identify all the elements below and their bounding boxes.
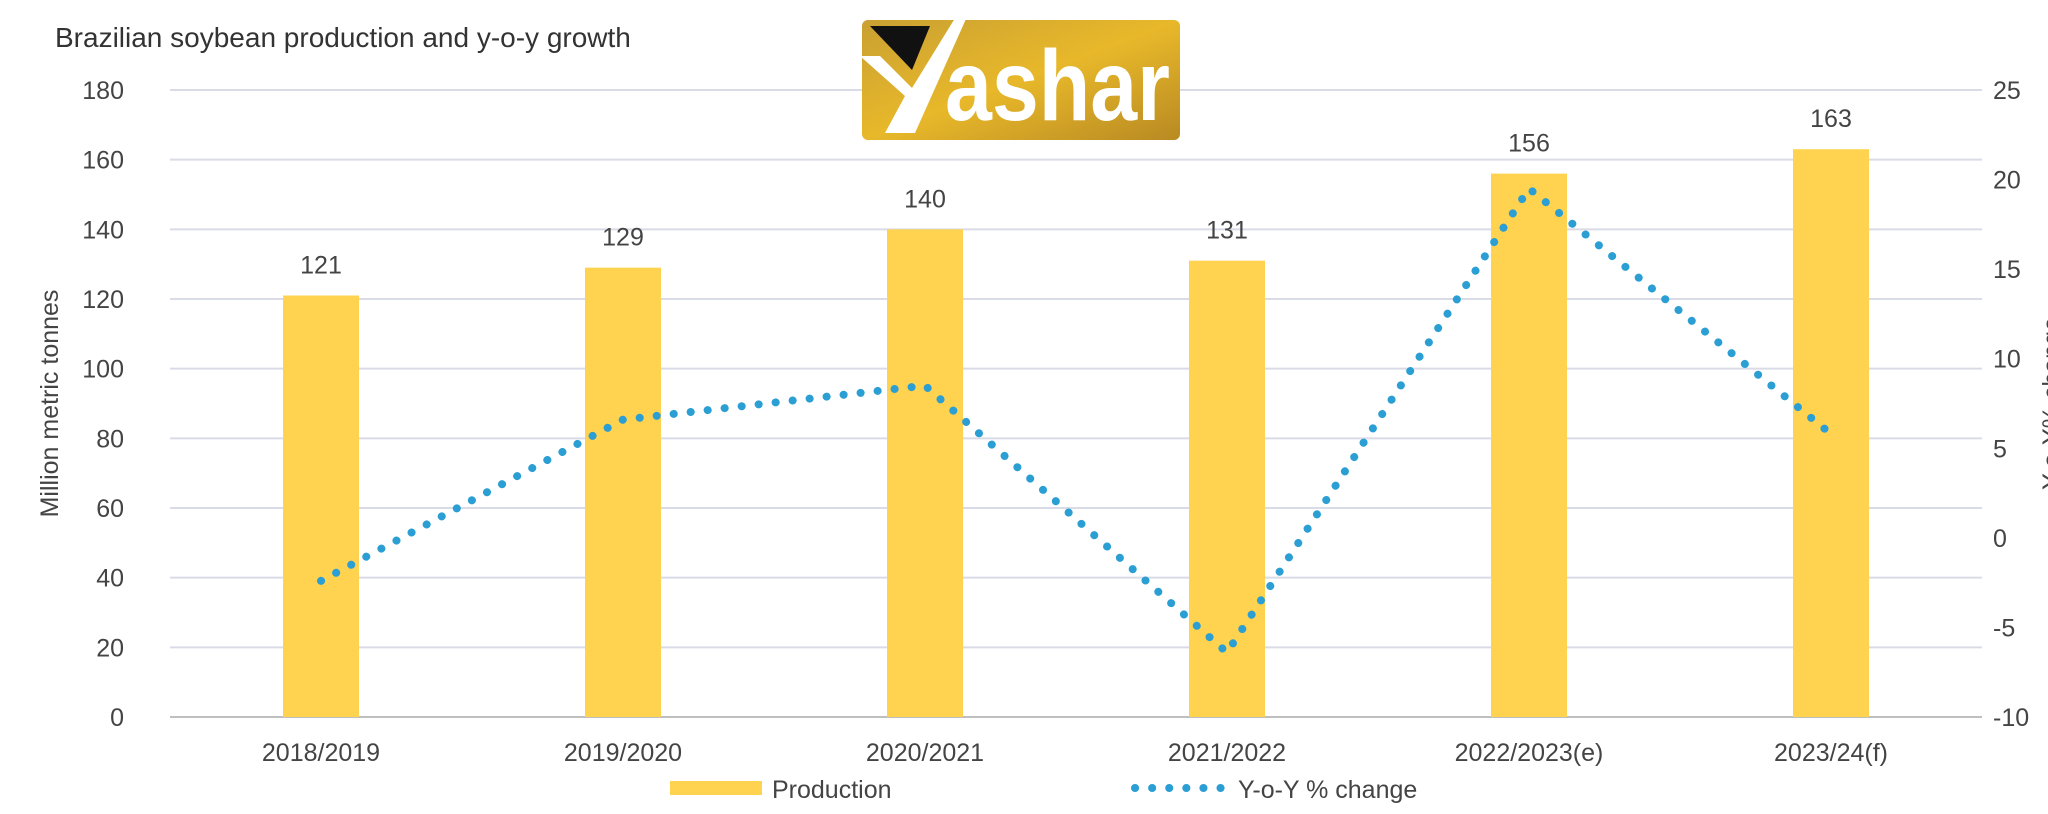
x-tick-label: 2022/2023(e) <box>1455 739 1604 767</box>
bar-data-label: 131 <box>1206 217 1248 245</box>
y-right-tick-label: -10 <box>1993 704 2029 732</box>
yoy-line <box>317 182 1835 659</box>
y-tick-label: 160 <box>82 147 124 175</box>
y-right-tick-label: 20 <box>1993 167 2021 195</box>
bar <box>1189 260 1265 717</box>
chart-title: Brazilian soybean production and y-o-y g… <box>55 22 631 53</box>
bar <box>1793 149 1869 717</box>
y-right-tick-label: 5 <box>1993 435 2007 463</box>
y-tick-label: 180 <box>82 77 124 105</box>
y-tick-label: 140 <box>82 216 124 244</box>
y-tick-label: 40 <box>96 565 124 593</box>
y-right-tick-label: 15 <box>1993 256 2021 284</box>
legend-yoy-label: Y-o-Y % change <box>1238 776 1417 804</box>
bar-data-label: 140 <box>904 185 946 213</box>
y-tick-label: 120 <box>82 286 124 314</box>
y-right-axis-label: Y-o-Y% change <box>2038 317 2048 490</box>
bar-data-label: 121 <box>300 252 342 280</box>
x-tick-label: 2021/2022 <box>1168 739 1286 767</box>
x-tick-label: 2023/24(f) <box>1774 739 1888 767</box>
bar <box>585 267 661 717</box>
y-right-tick-label: 25 <box>1993 77 2021 105</box>
y-right-tick-label: 10 <box>1993 346 2021 374</box>
y-right-tick-label: 0 <box>1993 525 2007 553</box>
bar-data-label: 156 <box>1508 130 1550 158</box>
y-tick-label: 80 <box>96 425 124 453</box>
bar-data-label: 163 <box>1810 105 1852 133</box>
bar <box>283 295 359 717</box>
legend-production-swatch <box>670 781 762 795</box>
x-tick-label: 2020/2021 <box>866 739 984 767</box>
y-tick-label: 0 <box>110 704 124 732</box>
bar-data-label: 129 <box>602 224 644 252</box>
y-tick-label: 100 <box>82 356 124 384</box>
y-tick-label: 60 <box>96 495 124 523</box>
bar <box>887 229 963 718</box>
y-right-tick-label: -5 <box>1993 614 2015 642</box>
y-axis-label: Million metric tonnes <box>36 290 64 518</box>
x-tick-label: 2019/2020 <box>564 739 682 767</box>
legend-production-label: Production <box>772 776 892 804</box>
x-tick-label: 2018/2019 <box>262 739 380 767</box>
y-tick-label: 20 <box>96 634 124 662</box>
svg-text:ashar: ashar <box>945 30 1170 142</box>
bar <box>1491 173 1567 718</box>
yashar-logo: ashar <box>860 10 1180 142</box>
